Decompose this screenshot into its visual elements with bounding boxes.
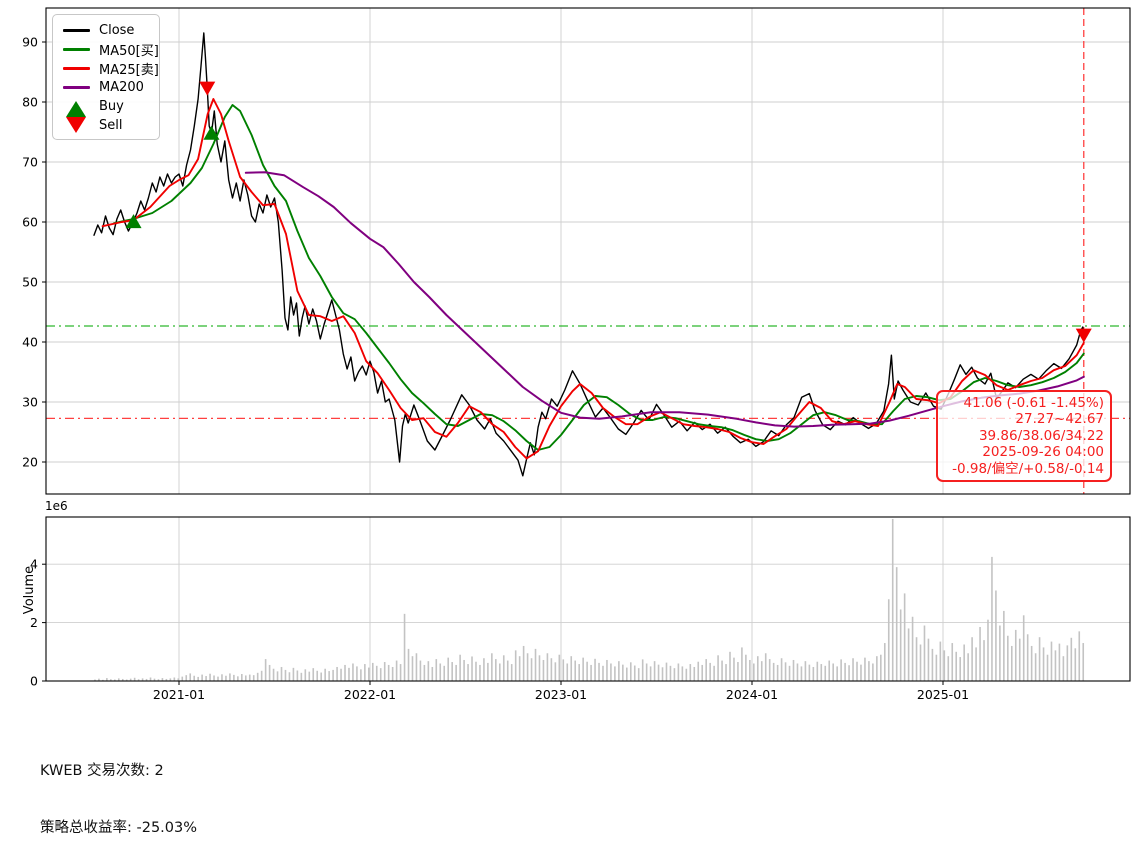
svg-text:70: 70 (22, 155, 38, 170)
legend-item-close: Close (59, 21, 155, 40)
legend-label: MA25[卖] (99, 63, 159, 78)
stats-block: KWEB 交易次数: 2 策略总收益率: -25.03% 长期持有收益: -31… (40, 723, 514, 860)
legend-label: Close (99, 23, 135, 38)
ma200-line-swatch (59, 86, 93, 89)
sell-marker-icon (59, 116, 93, 133)
stats-strategy-return: 策略总收益率: -25.03% (40, 820, 198, 837)
svg-text:0: 0 (30, 674, 38, 689)
ma50-line-swatch (59, 48, 93, 51)
svg-text:4: 4 (30, 557, 38, 572)
volume-axis-label: Volume (22, 565, 37, 615)
svg-text:80: 80 (22, 95, 38, 110)
legend-label: Sell (99, 118, 123, 133)
legend-item-sell: Sell (59, 116, 155, 135)
volume-scale-label: 1e6 (45, 499, 68, 513)
chart-legend: Close MA50[买] MA25[卖] MA200 Buy Sell (52, 14, 160, 140)
svg-text:2: 2 (30, 615, 38, 630)
svg-text:2022-01: 2022-01 (344, 687, 396, 702)
svg-text:2025-01: 2025-01 (917, 687, 969, 702)
stats-trade-count: KWEB 交易次数: 2 (40, 762, 164, 779)
svg-text:2021-01: 2021-01 (153, 687, 205, 702)
annotation-last-price: 41.06 (-0.61 -1.45%) (963, 395, 1104, 411)
svg-text:2024-01: 2024-01 (726, 687, 778, 702)
svg-text:2023-01: 2023-01 (535, 687, 587, 702)
annotation-range: 27.27~42.67 (1015, 411, 1104, 428)
legend-item-ma200: MA200 (59, 78, 155, 97)
buy-marker-icon (59, 100, 93, 117)
svg-text:40: 40 (22, 335, 38, 350)
chart-canvas: 20 30 40 50 60 70 80 90 0 2 4 2021-01 2022-01 2023-01… (22, 7, 1131, 702)
legend-item-ma50: MA50[买] (59, 40, 159, 59)
legend-label: MA50[买] (99, 44, 159, 59)
close-line-swatch (59, 29, 93, 32)
legend-item-buy: Buy (59, 97, 155, 117)
svg-text:90: 90 (22, 35, 38, 50)
annotation-ma-values: 39.86/38.06/34.22 (978, 427, 1104, 444)
svg-text:60: 60 (22, 215, 38, 230)
svg-text:50: 50 (22, 275, 38, 290)
legend-item-ma25: MA25[卖] (59, 59, 159, 78)
annotation-signal: -0.98/偏空/+0.58/-0.14 (952, 460, 1104, 477)
legend-label: MA200 (99, 80, 144, 95)
svg-text:30: 30 (22, 395, 38, 410)
legend-label: Buy (99, 99, 124, 114)
svg-text:20: 20 (22, 455, 38, 470)
price-annotation-box: 41.06 (-0.61 -1.45%) 27.27~42.67 39.86/3… (936, 390, 1112, 483)
annotation-timestamp: 2025-09-26 04:00 (982, 444, 1104, 461)
ma25-line-swatch (59, 67, 93, 70)
